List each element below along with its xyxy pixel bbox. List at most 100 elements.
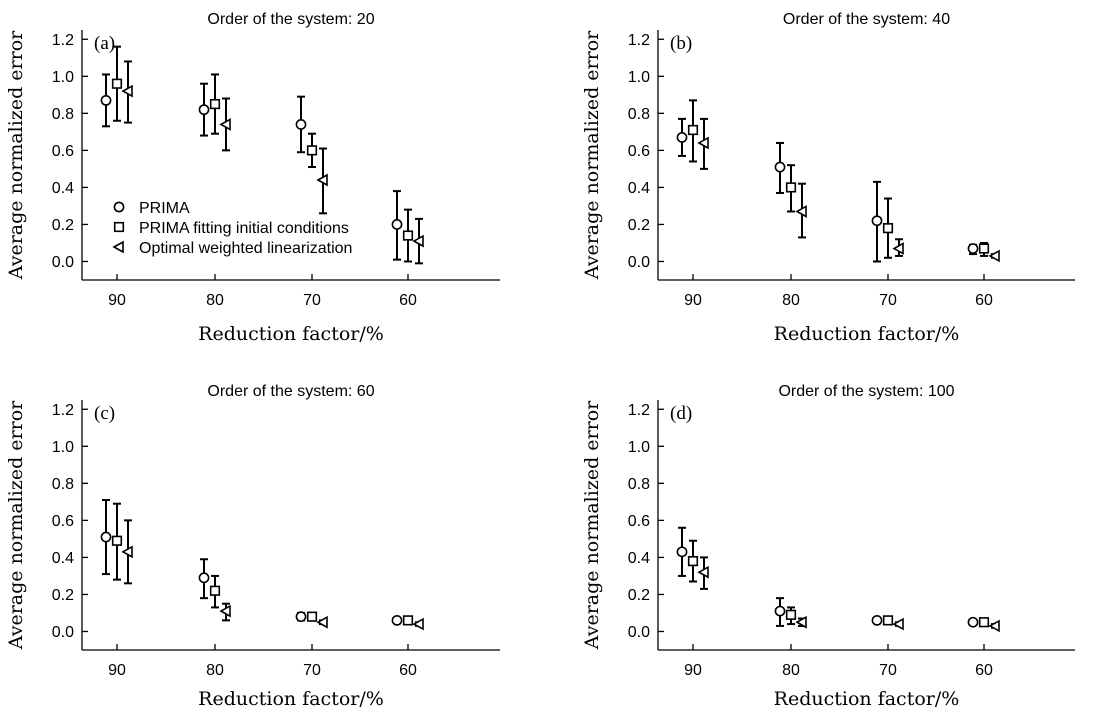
series-square	[687, 539, 990, 628]
y-tick-label: 0.8	[52, 106, 74, 123]
y-tick-label: 0.6	[52, 143, 74, 160]
y-tick-label: 0.6	[628, 513, 650, 530]
y-tick-label: 0.4	[628, 550, 650, 567]
series-circle	[676, 526, 979, 628]
x-tick-label: 80	[206, 292, 224, 309]
data-point	[100, 94, 112, 106]
y-tick-label: 1.0	[628, 439, 650, 456]
x-tick-label: 70	[303, 292, 321, 309]
data-point	[219, 118, 231, 131]
series-triangle-left	[121, 60, 424, 265]
chart-title: Order of the system: 40	[783, 11, 950, 28]
chart-panel-a: 0.0 0.2 0.4 0.6 0.8 1.0 1.2 90 80 70 60 Order of th…	[5, 11, 500, 345]
series-circle	[100, 499, 403, 626]
data-point	[774, 161, 786, 173]
y-tick-label: 0.4	[52, 180, 74, 197]
x-tick-label: 60	[399, 292, 417, 309]
x-tick-label: 60	[975, 662, 993, 679]
data-point	[412, 617, 424, 631]
y-tick-label: 0.4	[52, 550, 74, 567]
x-axis-label: Reduction factor/%	[774, 688, 960, 710]
data-point	[882, 223, 894, 234]
x-axis-label: Reduction factor/%	[774, 323, 960, 345]
y-tick-label: 0.8	[628, 476, 650, 493]
data-point	[687, 124, 699, 136]
data-point	[402, 230, 414, 241]
data-point	[316, 173, 328, 187]
data-point	[198, 572, 210, 584]
data-point	[100, 531, 112, 543]
x-tick-label: 90	[684, 292, 702, 309]
data-point	[978, 617, 990, 628]
x-axis-label: Reduction factor/%	[198, 323, 384, 345]
panel-label: (c)	[94, 403, 115, 424]
y-tick-label: 0.6	[52, 513, 74, 530]
data-point	[219, 604, 231, 618]
data-point	[306, 611, 318, 622]
series-square	[111, 45, 414, 263]
chart-panel-c: 0.0 0.2 0.4 0.6 0.8 1.0 1.2 90 80 70 60 Order of th…	[5, 383, 500, 710]
y-tick-label: 0.2	[52, 217, 74, 234]
x-tick-label: 70	[879, 662, 897, 679]
data-point	[121, 545, 133, 559]
y-axis-label: Average normalized error	[581, 400, 603, 650]
x-tick-label: 80	[782, 292, 800, 309]
chart-panel-b: 0.0 0.2 0.4 0.6 0.8 1.0 1.2 90 80 70 60 Order of th…	[581, 11, 1075, 345]
data-point	[316, 615, 328, 629]
series-square	[687, 99, 990, 259]
panel-label: (d)	[670, 403, 692, 424]
data-point	[988, 249, 1000, 263]
legend-entry: PRIMA	[139, 200, 190, 217]
x-tick-label: 90	[684, 662, 702, 679]
data-point	[412, 234, 424, 248]
chart-title: Order of the system: 60	[207, 383, 374, 400]
x-tick-label: 80	[206, 662, 224, 679]
data-point	[198, 104, 210, 116]
x-tick-label: 60	[975, 292, 993, 309]
legend-marker	[113, 201, 125, 213]
data-point	[209, 98, 221, 110]
data-point	[795, 615, 807, 629]
data-point	[795, 205, 807, 218]
panel-label: (a)	[94, 33, 115, 54]
y-tick-label: 1.0	[52, 69, 74, 86]
data-point	[697, 136, 709, 150]
y-tick-label: 0.2	[52, 587, 74, 604]
data-point	[295, 119, 307, 130]
data-point	[121, 84, 133, 98]
y-axis-label: Average normalized error	[5, 30, 27, 280]
data-point	[988, 619, 1000, 633]
y-axis-label: Average normalized error	[581, 30, 603, 280]
y-tick-label: 0.4	[628, 180, 650, 197]
y-tick-label: 0.8	[52, 476, 74, 493]
x-tick-label: 70	[879, 292, 897, 309]
y-tick-label: 0.0	[628, 254, 650, 271]
data-point	[967, 616, 979, 628]
data-point	[402, 615, 414, 626]
y-tick-label: 1.0	[52, 439, 74, 456]
data-point	[676, 132, 688, 143]
legend-marker	[112, 240, 124, 254]
panel-label: (b)	[670, 33, 692, 54]
legend-marker	[113, 221, 125, 233]
y-tick-label: 1.2	[628, 32, 650, 49]
x-tick-label: 90	[108, 292, 126, 309]
y-axis-label: Average normalized error	[5, 400, 27, 650]
y-tick-label: 1.2	[52, 402, 74, 419]
data-point	[978, 243, 990, 254]
legend-entry: Optimal weighted linearization	[139, 240, 352, 257]
data-point	[967, 243, 979, 254]
y-tick-label: 0.6	[628, 143, 650, 160]
data-point	[687, 556, 699, 567]
data-point	[697, 565, 709, 579]
series-triangle-left	[697, 117, 1000, 263]
data-point	[785, 609, 797, 620]
data-point	[111, 78, 123, 89]
data-point	[882, 615, 894, 626]
data-point	[111, 535, 123, 546]
y-tick-label: 0.0	[52, 624, 74, 641]
series-triangle-left	[121, 519, 424, 631]
data-point	[209, 585, 221, 596]
y-tick-label: 0.0	[52, 254, 74, 271]
data-point	[774, 605, 786, 617]
